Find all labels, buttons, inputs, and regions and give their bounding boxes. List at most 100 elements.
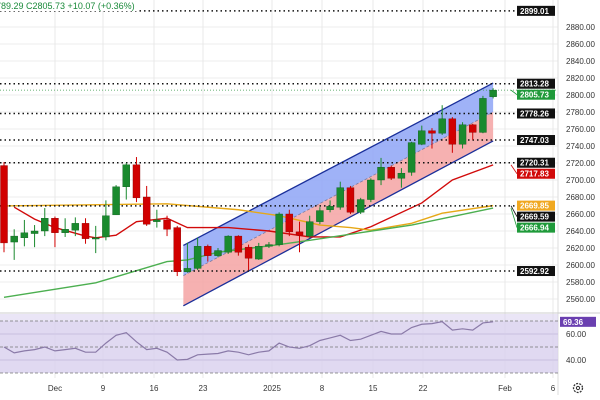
candle — [122, 163, 130, 200]
candle-body — [306, 221, 314, 237]
level-price-label: 2778.26 — [520, 109, 549, 118]
price-tick-label: 2740.00 — [566, 142, 595, 151]
price-tick-label: 2680.00 — [566, 193, 595, 202]
candle-body — [153, 219, 161, 222]
time-tick-label: 23 — [199, 384, 208, 393]
ma-fast-price-badge — [517, 168, 555, 179]
time-tick-label: 9 — [101, 384, 106, 393]
price-tick-label: 2600.00 — [566, 261, 595, 270]
candle-body — [71, 223, 80, 231]
price-tick-label: 2640.00 — [566, 227, 595, 236]
candle — [61, 218, 69, 237]
candle — [71, 217, 80, 237]
ma-slow-price-badge — [517, 222, 555, 233]
ma-fast-price-connector — [510, 164, 518, 174]
price-tick-label: 2780.00 — [566, 108, 595, 117]
candle-body — [10, 235, 18, 243]
candle-body — [214, 250, 222, 256]
candle-body — [122, 164, 130, 187]
rsi-value-badge — [560, 316, 596, 327]
ohlc-legend: 789.29 C2805.73 +10.07 (+0.36%) — [0, 1, 138, 11]
ma-slow-price-connector — [510, 207, 518, 228]
time-tick-label: 16 — [150, 384, 159, 393]
level-price-badge — [517, 78, 555, 89]
rsi-tick-label: 40.00 — [566, 356, 587, 365]
time-tick-label: 15 — [369, 384, 378, 393]
candle — [418, 125, 426, 146]
level-price-badge — [517, 266, 555, 277]
level-price-badge — [517, 211, 555, 222]
candle-body — [224, 235, 232, 253]
candle-body — [112, 186, 120, 216]
candle-body — [448, 118, 457, 145]
candle-body — [407, 142, 416, 173]
level-price-badge — [517, 108, 555, 119]
price-tick-label: 2800.00 — [566, 91, 595, 100]
candle — [153, 209, 161, 228]
price-tick-label: 2700.00 — [566, 176, 595, 185]
candle — [163, 215, 171, 237]
candle-body — [41, 218, 49, 232]
candle — [438, 105, 446, 135]
candle-body — [397, 172, 406, 179]
ma-slow-price-label: 2666.94 — [520, 224, 549, 233]
candle — [479, 95, 487, 134]
price-tick-label: 2720.00 — [566, 159, 595, 168]
last-price-badge — [517, 89, 555, 100]
candle — [20, 219, 29, 247]
candle-body — [418, 130, 426, 145]
gear-icon-hub — [575, 385, 581, 391]
channel-lower-line — [183, 140, 494, 307]
candle-body — [458, 124, 467, 145]
time-tick-label: Dec — [48, 384, 62, 393]
candle — [377, 157, 385, 186]
candle — [234, 235, 243, 256]
price-tick-label: 2760.00 — [566, 125, 595, 134]
ma-mid-line — [3, 203, 494, 231]
candle-body — [255, 246, 263, 260]
level-price-badge — [517, 157, 555, 168]
candle — [346, 185, 355, 214]
price-tick-label: 2860.00 — [566, 40, 595, 49]
gear-icon[interactable] — [572, 382, 584, 394]
candle — [356, 197, 365, 214]
candle-body — [387, 167, 395, 179]
candle — [387, 165, 395, 180]
gear-icon-teeth — [572, 382, 584, 394]
candle — [397, 168, 406, 188]
candle-body — [102, 215, 110, 238]
candle-body — [204, 246, 212, 256]
candle — [102, 200, 110, 241]
candle — [275, 212, 283, 247]
price-tick-label: 2580.00 — [566, 278, 595, 287]
level-price-label: 2813.28 — [520, 80, 549, 89]
price-tick-label: 2820.00 — [566, 74, 595, 83]
candle — [92, 225, 100, 254]
candle — [193, 237, 202, 271]
price-tick-label: 2620.00 — [566, 244, 595, 253]
candle-body — [336, 187, 344, 208]
candle — [142, 185, 151, 226]
candle — [448, 117, 457, 153]
time-tick-label: 6 — [551, 384, 556, 393]
candle — [0, 162, 8, 253]
candle-body — [20, 232, 29, 238]
candle — [255, 242, 263, 260]
time-tick-label: 2025 — [263, 384, 281, 393]
level-price-label: 2669.59 — [520, 213, 549, 222]
candle — [458, 122, 467, 149]
price-tick-label: 2660.00 — [566, 210, 595, 219]
candle-body — [265, 244, 273, 247]
candle — [204, 244, 212, 262]
candle — [265, 242, 273, 248]
candle — [183, 242, 192, 273]
price-tick-label: 2560.00 — [566, 295, 595, 304]
candle-body — [489, 89, 497, 97]
candle — [30, 225, 39, 248]
candle-body — [81, 223, 90, 239]
candle — [132, 157, 141, 203]
price-tick-label: 2840.00 — [566, 57, 595, 66]
rsi-value-label: 69.36 — [563, 318, 584, 327]
candle-body — [132, 164, 141, 199]
